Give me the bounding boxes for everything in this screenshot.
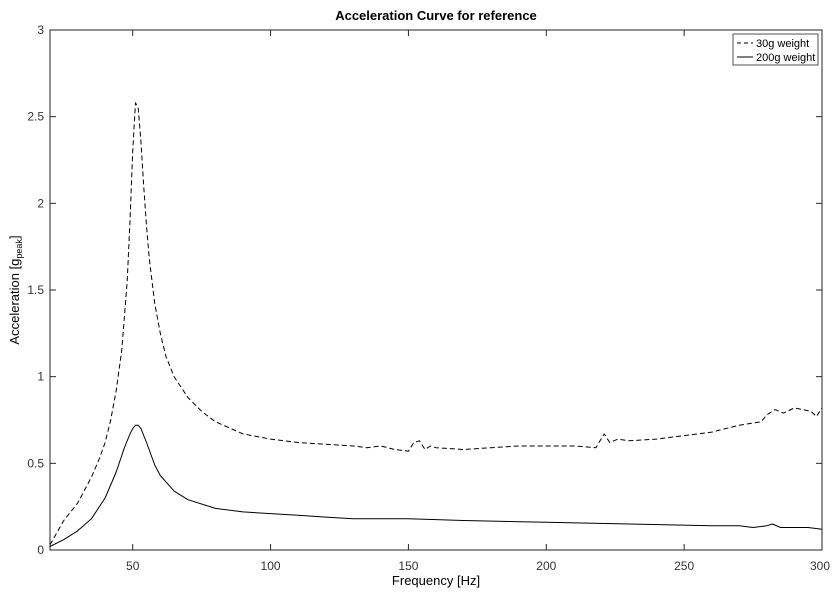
legend-label-30g: 30g weight <box>756 38 809 50</box>
y-axis-label: Acceleration [gpeak] <box>7 235 24 344</box>
legend: 30g weight 200g weight <box>732 33 819 66</box>
data-series <box>49 102 823 547</box>
x-tick-label: 200 <box>536 559 556 573</box>
chart-title: Acceleration Curve for reference <box>335 8 537 23</box>
x-axis-label: Frequency [Hz] <box>392 573 480 588</box>
y-axis-label-main: Acceleration [g <box>7 259 22 345</box>
y-tick-label: 2 <box>37 196 44 210</box>
x-tick-label: 250 <box>674 559 694 573</box>
legend-label-200g: 200g weight <box>756 52 815 64</box>
x-tick-label: 300 <box>810 559 830 573</box>
series-line-200g <box>49 424 823 547</box>
y-tick-label: 1 <box>37 370 44 384</box>
y-tick-label: 3 <box>37 23 44 37</box>
y-tick-label: 0 <box>37 543 44 557</box>
y-axis-label-close: ] <box>7 235 22 239</box>
y-tick-label: 1.5 <box>27 283 44 297</box>
y-tick-label: 0.5 <box>27 456 44 470</box>
legend-box <box>732 33 819 66</box>
x-tick-label: 150 <box>398 559 418 573</box>
axis-ticks: 50 100 150 200 250 300 0 0.5 1 1.5 2 2.5 3 <box>27 23 830 573</box>
y-axis-label-subscript: peak <box>14 239 24 259</box>
x-tick-label: 100 <box>261 559 281 573</box>
x-tick-label: 50 <box>126 559 140 573</box>
y-tick-label: 2.5 <box>27 110 44 124</box>
series-line-30g <box>49 102 823 546</box>
